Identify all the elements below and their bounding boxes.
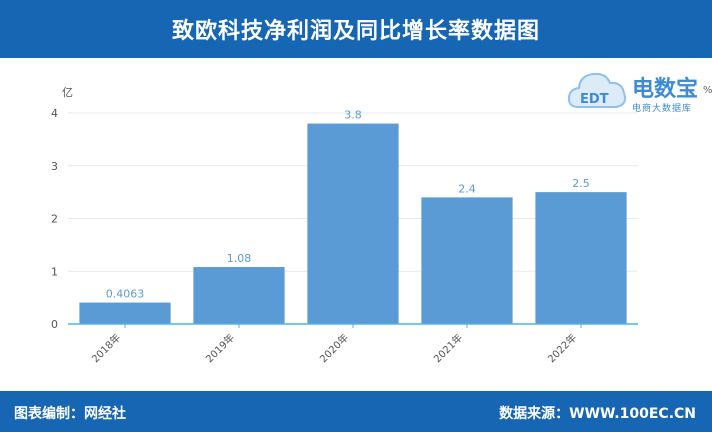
logo-letters: EDT (580, 92, 609, 107)
data-label: 2.5 (572, 177, 590, 190)
data-label: 0.4063 (106, 288, 145, 301)
data-label: 3.8 (344, 109, 362, 122)
x-tick-label: 2018年 (89, 331, 123, 365)
x-axis: 2018年 2019年 2020年 2021年 2022年 (68, 323, 638, 365)
y-axis-unit: 亿 (62, 86, 73, 99)
cloud-logo-icon: EDT (567, 72, 626, 108)
y-tick-label: 1 (51, 265, 58, 278)
brand-watermark: EDT 电数宝 电商大数据库 % (566, 63, 712, 123)
y-axis: 0 1 2 3 4 (51, 107, 58, 331)
bar (535, 192, 627, 324)
brand-tagline: 电商大数据库 (632, 104, 693, 114)
x-tick-label: 2019年 (203, 331, 237, 365)
footer-credit: 图表编制：网经社 (14, 406, 126, 422)
footer-source: 数据来源：WWW.100EC.CN (499, 406, 696, 422)
x-tick-label: 2020年 (317, 331, 351, 365)
y-tick-label: 0 (51, 318, 58, 331)
right-axis-hint: % (703, 85, 712, 96)
x-tick-label: 2022年 (545, 331, 579, 365)
bar (421, 197, 513, 324)
y-tick-label: 4 (51, 107, 58, 120)
footer-bar: 图表编制：网经社 数据来源：WWW.100EC.CN (0, 391, 712, 432)
bar (79, 302, 171, 324)
chart-title: 致欧科技净利润及同比增长率数据图 (171, 19, 540, 44)
chart-title-bar: 致欧科技净利润及同比增长率数据图 (0, 0, 712, 58)
bar-chart: 0.4063 1.08 3.8 2.4 2.5 0 1 2 3 4 2018年 2019年 2020… (51, 86, 638, 365)
brand-name: 电数宝 (632, 77, 699, 102)
data-labels: 0.4063 1.08 3.8 2.4 2.5 (106, 109, 590, 301)
data-label: 2.4 (458, 182, 476, 195)
x-tick-label: 2021年 (431, 331, 465, 365)
bar (307, 123, 399, 324)
bar (193, 267, 285, 324)
bars (79, 123, 627, 324)
y-tick-label: 3 (51, 160, 58, 173)
y-tick-label: 2 (51, 213, 58, 226)
data-label: 1.08 (227, 252, 252, 265)
